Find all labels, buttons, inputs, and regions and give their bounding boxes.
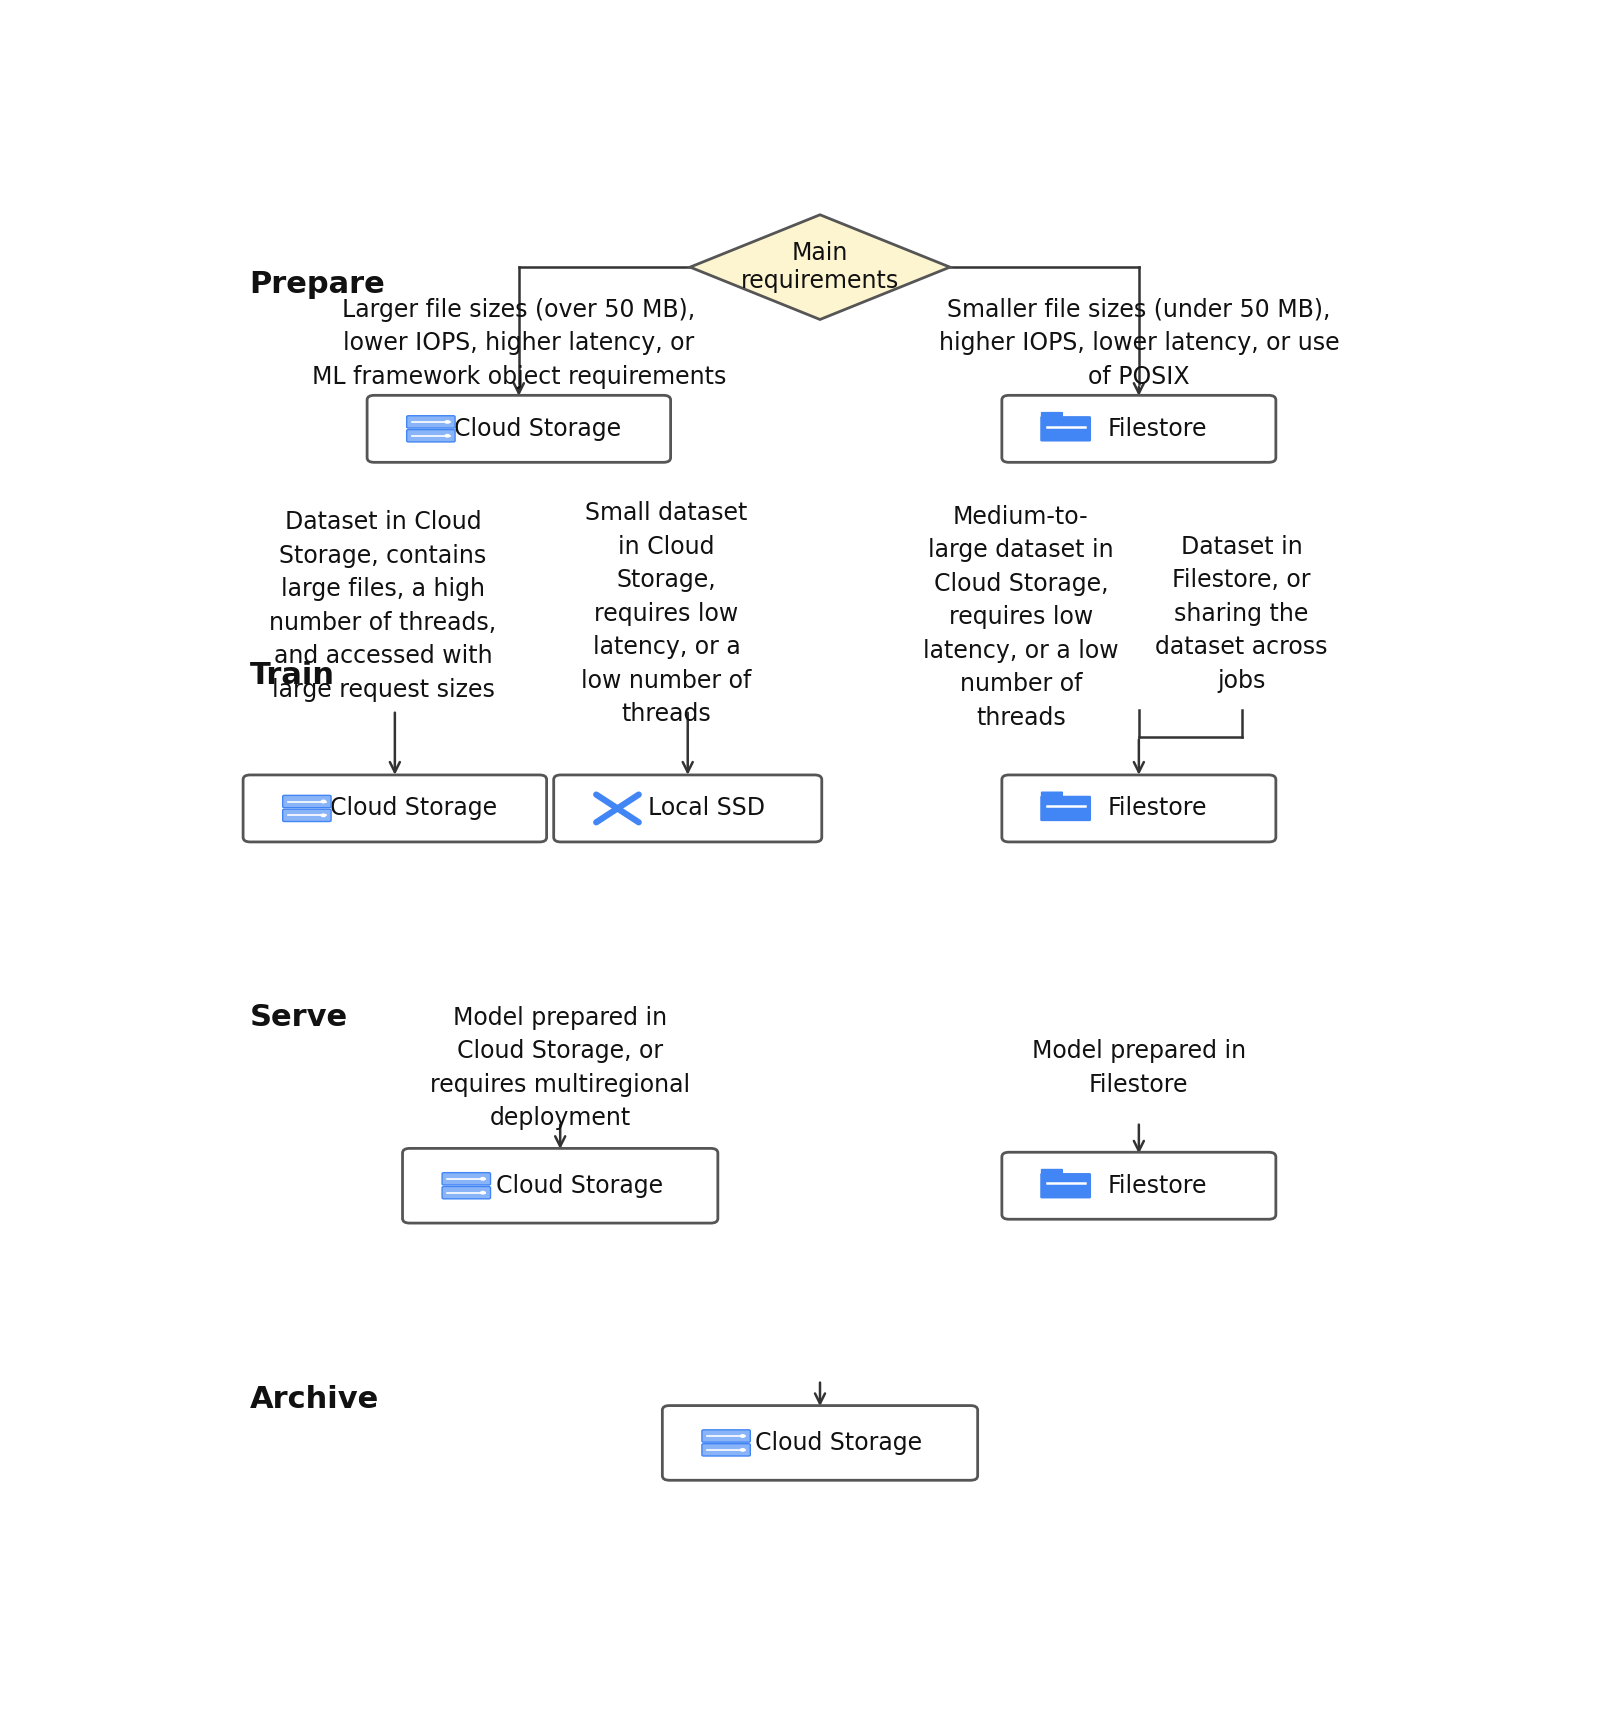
Text: Archive: Archive [250,1384,379,1413]
FancyBboxPatch shape [1002,1152,1275,1219]
Text: Train: Train [250,660,334,689]
Text: Dataset in Cloud
Storage, contains
large files, a high
number of threads,
and ac: Dataset in Cloud Storage, contains large… [269,511,496,701]
FancyBboxPatch shape [702,1444,750,1457]
Text: Model prepared in
Cloud Storage, or
requires multiregional
deployment: Model prepared in Cloud Storage, or requ… [430,1006,690,1131]
FancyBboxPatch shape [1042,1169,1062,1176]
Text: Dataset in
Filestore, or
sharing the
dataset across
jobs: Dataset in Filestore, or sharing the dat… [1155,535,1328,693]
Text: Serve: Serve [250,1003,347,1032]
Circle shape [480,1190,486,1195]
Text: Small dataset
in Cloud
Storage,
requires low
latency, or a
low number of
threads: Small dataset in Cloud Storage, requires… [581,501,752,726]
Text: Larger file sizes (over 50 MB),
lower IOPS, higher latency, or
ML framework obje: Larger file sizes (over 50 MB), lower IO… [312,298,726,390]
FancyBboxPatch shape [1042,412,1062,419]
Text: Cloud Storage: Cloud Storage [454,417,621,442]
Text: Cloud Storage: Cloud Storage [755,1431,923,1455]
FancyBboxPatch shape [1042,792,1062,798]
Text: Main
requirements: Main requirements [741,241,899,293]
FancyBboxPatch shape [243,774,547,842]
Circle shape [739,1434,746,1438]
FancyBboxPatch shape [403,1148,718,1223]
FancyBboxPatch shape [442,1186,491,1199]
FancyBboxPatch shape [554,774,822,842]
Text: Filestore: Filestore [1109,417,1208,442]
Circle shape [320,800,326,804]
Circle shape [320,814,326,818]
Circle shape [445,433,450,438]
FancyBboxPatch shape [366,395,670,462]
Text: Prepare: Prepare [250,270,386,300]
FancyBboxPatch shape [1040,1173,1091,1199]
FancyBboxPatch shape [662,1406,978,1481]
FancyBboxPatch shape [283,795,331,807]
FancyBboxPatch shape [442,1173,491,1185]
Polygon shape [690,215,950,319]
Text: Medium-to-
large dataset in
Cloud Storage,
requires low
latency, or a low
number: Medium-to- large dataset in Cloud Storag… [923,506,1118,729]
Text: Smaller file sizes (under 50 MB),
higher IOPS, lower latency, or use
of POSIX: Smaller file sizes (under 50 MB), higher… [939,298,1339,390]
FancyBboxPatch shape [1040,416,1091,442]
FancyBboxPatch shape [406,430,454,442]
Text: Filestore: Filestore [1109,1174,1208,1199]
FancyBboxPatch shape [1002,395,1275,462]
Text: Local SSD: Local SSD [648,797,765,821]
Circle shape [739,1448,746,1451]
FancyBboxPatch shape [702,1431,750,1443]
Text: Filestore: Filestore [1109,797,1208,821]
Circle shape [480,1176,486,1181]
Circle shape [445,419,450,424]
Text: Model prepared in
Filestore: Model prepared in Filestore [1032,1039,1246,1096]
FancyBboxPatch shape [1040,795,1091,821]
Text: Cloud Storage: Cloud Storage [330,797,498,821]
FancyBboxPatch shape [1002,774,1275,842]
Text: Cloud Storage: Cloud Storage [496,1174,662,1199]
FancyBboxPatch shape [283,809,331,821]
FancyBboxPatch shape [406,416,454,428]
